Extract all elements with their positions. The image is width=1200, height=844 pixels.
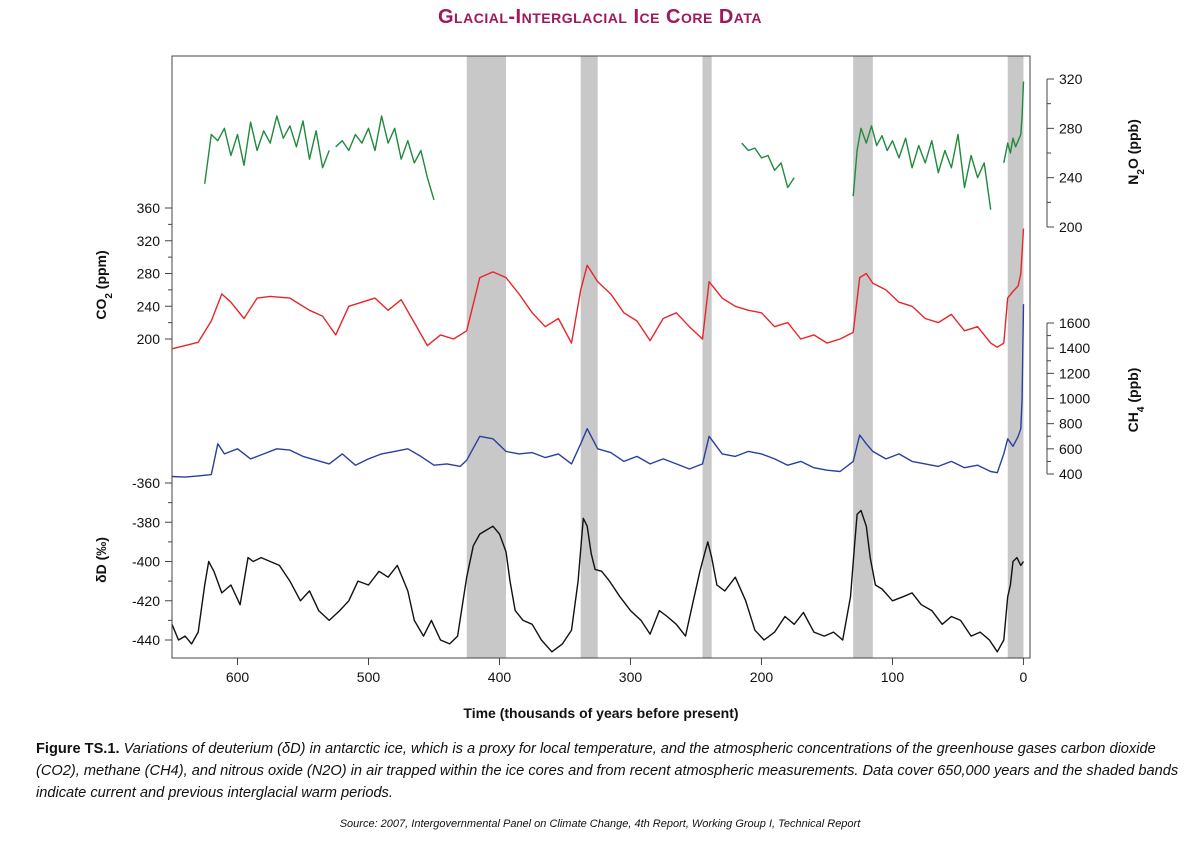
n2o-series-segment-4 [1003, 81, 1025, 164]
x-tick-label-300: 300 [619, 669, 643, 685]
n2o-axis-label: N2O (ppb) [1125, 119, 1147, 184]
source-note: Source: 2007, Intergovernmental Panel on… [339, 818, 861, 830]
interglacial-band-1 [580, 56, 598, 658]
ch4-tick-label-1400: 1400 [1059, 340, 1090, 356]
axes-layer: 600 500 400 300 200 100 0200240280320360-360-3… [132, 71, 1090, 685]
caption-lead: Figure TS.1. [36, 741, 120, 757]
x-axis-label: Time (thousands of years before present) [463, 705, 738, 721]
interglacial-bands [466, 56, 1024, 658]
co2-tick-label-360: 360 [137, 200, 161, 216]
series-layer [171, 81, 1025, 653]
n2o-tick-label-280: 280 [1059, 120, 1083, 136]
ch4-tick-label-600: 600 [1059, 441, 1083, 457]
interglacial-band-3 [853, 56, 873, 658]
interglacial-band-0 [466, 56, 507, 658]
co2-tick-label-240: 240 [137, 298, 161, 314]
n2o-tick-label-240: 240 [1059, 170, 1083, 186]
n2o-series-segment-1 [335, 115, 435, 201]
x-tick-label-200: 200 [750, 669, 774, 685]
plot-frame [171, 55, 1031, 659]
n2o-series-segment-2 [741, 142, 795, 189]
x-tick-label-400: 400 [488, 669, 512, 685]
dd-series-line [171, 509, 1025, 653]
ch4-tick-label-400: 400 [1059, 466, 1083, 482]
n2o-series-segment-3 [852, 125, 992, 210]
dd-tick-label--380: -380 [132, 514, 160, 530]
dd-axis-label: δD (‰) [93, 537, 109, 583]
ch4-tick-label-800: 800 [1059, 416, 1083, 432]
ch4-series-line [171, 304, 1025, 478]
x-tick-label-600: 600 [226, 669, 250, 685]
ch4-axis-label: CH4 (ppb) [1125, 368, 1147, 433]
co2-tick-label-280: 280 [137, 266, 161, 282]
co2-axis-label: CO2 (ppm) [93, 250, 115, 319]
x-tick-label-100: 100 [881, 669, 905, 685]
co2-series-line [171, 228, 1025, 350]
ch4-tick-label-1000: 1000 [1059, 391, 1090, 407]
dd-tick-label--400: -400 [132, 554, 160, 570]
x-tick-label-0: 0 [1020, 669, 1028, 685]
n2o-series-segment-0 [204, 115, 330, 184]
caption-body: Variations of deuterium (δD) in antarcti… [36, 741, 1179, 801]
figure-caption: Figure TS.1. Variations of deuterium (δD… [36, 738, 1196, 804]
n2o-tick-label-200: 200 [1059, 219, 1083, 235]
co2-tick-label-320: 320 [137, 233, 161, 249]
chart-title: Glacial-Interglacial Ice Core Data [437, 6, 762, 28]
interglacial-band-4 [1007, 56, 1024, 658]
ch4-tick-label-1600: 1600 [1059, 315, 1090, 331]
interglacial-band-2 [702, 56, 712, 658]
ch4-tick-label-1200: 1200 [1059, 365, 1090, 381]
dd-tick-label--440: -440 [132, 632, 160, 648]
n2o-tick-label-320: 320 [1059, 71, 1083, 87]
dd-tick-label--420: -420 [132, 593, 160, 609]
co2-tick-label-200: 200 [137, 331, 161, 347]
dd-tick-label--360: -360 [132, 475, 160, 491]
x-tick-label-500: 500 [357, 669, 381, 685]
